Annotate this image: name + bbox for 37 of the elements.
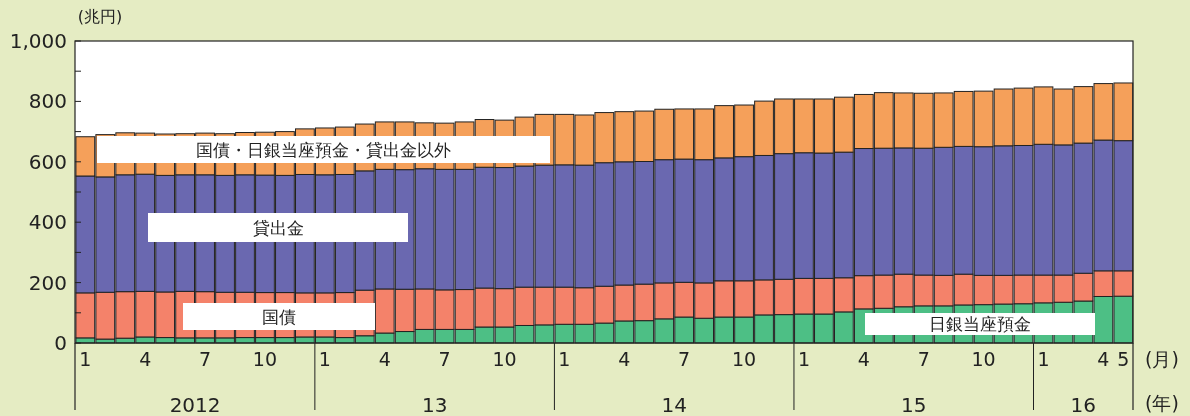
- x-tick-label: 4: [618, 348, 631, 370]
- x-tick-label: 7: [438, 348, 451, 370]
- y-tick-label: 400: [28, 210, 67, 235]
- x-tick-label: 10: [492, 348, 517, 370]
- text: 14: [661, 393, 687, 416]
- y-axis-title: (兆円): [77, 7, 123, 26]
- x-tick-label: 7: [199, 348, 212, 370]
- text: 2012: [169, 393, 221, 416]
- x-tick-label: 7: [678, 348, 691, 370]
- x-tick-label: 1: [1037, 348, 1050, 370]
- x-tick-label: 5: [1117, 348, 1130, 370]
- y-tick-label: 0: [54, 331, 67, 355]
- x-tick-label: 10: [252, 348, 278, 370]
- x-tick-label: 10: [731, 348, 757, 370]
- x-tick-label: 4: [1097, 348, 1110, 370]
- series-label: 国債・日銀当座預金・貸出金以外: [196, 139, 451, 160]
- text: 13: [421, 393, 448, 416]
- x-tick-label: 1: [797, 348, 810, 370]
- y-tick-label: 600: [28, 149, 67, 174]
- x-tick-label: 4: [139, 348, 152, 370]
- y-tick-label: 800: [28, 89, 67, 114]
- x-axis-title: (月): [1145, 348, 1179, 370]
- series-label: 日銀当座預金: [929, 314, 1031, 334]
- y-tick-label: 200: [28, 270, 67, 295]
- x-tick-label: 4: [857, 348, 870, 370]
- series-label: 国債: [262, 306, 296, 327]
- text: 16: [1070, 393, 1096, 416]
- x-tick-label: 1: [558, 348, 571, 370]
- x-tick-label: 1: [79, 348, 92, 370]
- series-label: 貸出金: [252, 217, 304, 238]
- y-tick-label: 1,000: [9, 29, 67, 53]
- text: 15: [901, 393, 927, 416]
- x-tick-label: 10: [971, 348, 996, 370]
- x-tick-label: 4: [378, 348, 391, 370]
- x-tick-label: 7: [917, 348, 930, 370]
- text: (年): [1145, 392, 1179, 414]
- x-tick-label: 1: [318, 348, 331, 370]
